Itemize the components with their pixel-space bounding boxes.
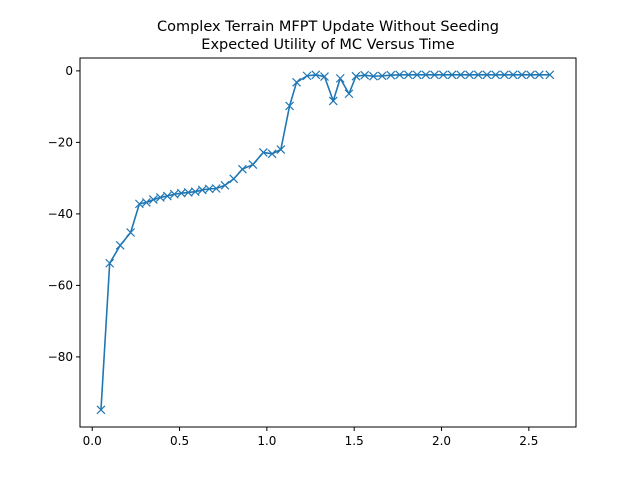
y-tick-label: −40 xyxy=(48,207,73,221)
data-point-marker xyxy=(148,195,158,205)
y-axis: 0 −20 −40 −60 −80 xyxy=(48,64,80,364)
data-point-marker xyxy=(491,70,501,80)
chart-title: Complex Terrain MFPT Update Without Seed… xyxy=(157,19,499,35)
x-tick-label: 2.0 xyxy=(432,434,451,448)
chart-subtitle: Expected Utility of MC Versus Time xyxy=(201,37,454,53)
data-point-marker xyxy=(386,70,396,80)
data-point-marker xyxy=(248,160,258,169)
data-point-marker xyxy=(183,188,193,197)
y-tick-label: −20 xyxy=(48,135,73,149)
data-point-marker xyxy=(155,193,165,202)
x-tick-label: 0.0 xyxy=(83,434,102,448)
data-point-marker xyxy=(438,70,448,80)
data-point-marker xyxy=(447,70,457,80)
data-point-marker xyxy=(169,189,179,199)
x-axis: 0.0 0.5 1.0 1.5 2.0 2.5 xyxy=(83,427,538,448)
data-point-marker xyxy=(526,70,536,80)
data-point-marker xyxy=(276,145,286,154)
data-point-marker xyxy=(285,101,295,111)
y-tick-label: 0 xyxy=(65,64,73,78)
data-point-marker xyxy=(508,70,518,80)
data-point-marker xyxy=(377,71,387,81)
data-point-marker xyxy=(220,180,230,190)
data-point-marker xyxy=(482,70,492,80)
data-point-marker xyxy=(473,70,483,80)
axes-frame xyxy=(79,57,577,428)
data-point-marker xyxy=(344,89,354,99)
data-point-marker xyxy=(311,70,321,80)
plot-area: 0.0 0.5 1.0 1.5 2.0 2.5 0 −20 −40 −60 −80 xyxy=(48,57,577,448)
data-point-marker xyxy=(267,149,277,159)
data-point-marker xyxy=(412,70,422,80)
data-point-marker xyxy=(328,96,338,106)
data-point-marker xyxy=(395,70,405,80)
data-point-marker xyxy=(320,72,329,82)
data-point-marker xyxy=(134,199,144,209)
data-point-marker xyxy=(517,70,527,80)
data-point-marker xyxy=(456,70,466,80)
data-point-marker xyxy=(545,70,555,80)
series-layer xyxy=(96,70,555,415)
data-point-marker xyxy=(465,70,474,80)
data-point-marker xyxy=(211,184,221,193)
data-point-marker xyxy=(126,228,136,237)
data-point-marker xyxy=(115,240,125,250)
data-point-marker xyxy=(204,184,214,194)
data-point-marker xyxy=(105,258,115,268)
data-point-marker xyxy=(534,70,544,80)
x-tick-label: 2.5 xyxy=(519,434,538,448)
series-line xyxy=(100,74,550,410)
data-point-marker xyxy=(258,147,268,157)
data-point-marker xyxy=(421,70,431,80)
data-point-marker xyxy=(162,191,172,201)
data-point-marker xyxy=(292,77,301,87)
data-point-marker xyxy=(190,187,200,197)
x-tick-label: 1.5 xyxy=(345,434,364,448)
x-tick-label: 1.0 xyxy=(257,434,276,448)
data-point-marker xyxy=(403,70,413,80)
data-point-marker xyxy=(237,164,247,174)
data-point-marker xyxy=(141,198,151,207)
data-point-marker xyxy=(197,185,207,195)
data-point-marker xyxy=(499,70,509,80)
data-point-marker xyxy=(430,70,439,80)
x-tick-label: 0.5 xyxy=(170,434,189,448)
y-tick-label: −60 xyxy=(48,278,73,292)
data-point-marker xyxy=(176,188,186,198)
data-point-marker xyxy=(351,71,361,81)
data-point-marker xyxy=(229,174,239,184)
data-point-marker xyxy=(368,71,378,81)
data-point-marker xyxy=(335,73,345,83)
data-point-marker xyxy=(302,71,312,81)
y-tick-label: −80 xyxy=(48,350,73,364)
data-point-marker xyxy=(96,405,106,415)
data-point-marker xyxy=(360,70,370,80)
